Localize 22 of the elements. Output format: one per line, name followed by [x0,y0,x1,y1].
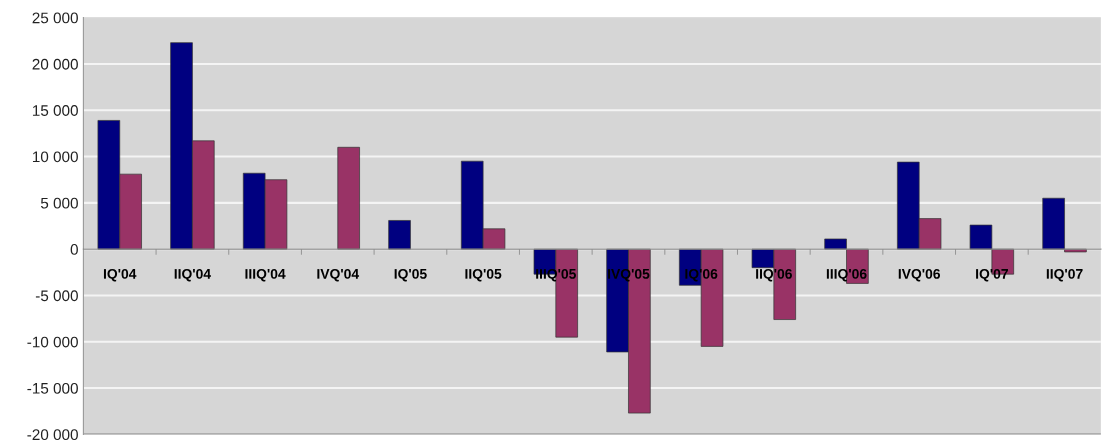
y-tick-label: -15 000 [27,382,78,394]
y-tick-label: 5 000 [40,197,78,209]
x-tick-label: IIIQ'05 [536,268,576,282]
y-tick-label: 25 000 [32,12,78,24]
x-tick-label: IIIQ'04 [245,268,286,282]
y-tick-label: 0 [70,244,78,255]
y-tick-label: -10 000 [27,336,78,348]
x-tick-label: IIQ'07 [1046,268,1083,282]
y-tick-label: -20 000 [27,429,78,441]
y-tick-label: 15 000 [32,105,78,116]
bar [388,220,411,250]
x-tick-label: IQ'04 [103,268,137,282]
y-tick-label: 20 000 [32,58,78,70]
y-tick-label: -5 000 [35,290,78,302]
x-tick-label: IVQ'06 [898,268,941,282]
y-tick-label: 10 000 [32,151,78,163]
bar [337,146,360,250]
x-tick-label: IVQ'04 [317,268,360,282]
x-tick-label: IIQ'05 [465,268,502,282]
x-tick-label: IQ'07 [976,268,1008,282]
x-tick-label: IIQ'04 [174,268,211,282]
x-tick-label: IQ'05 [394,268,427,282]
